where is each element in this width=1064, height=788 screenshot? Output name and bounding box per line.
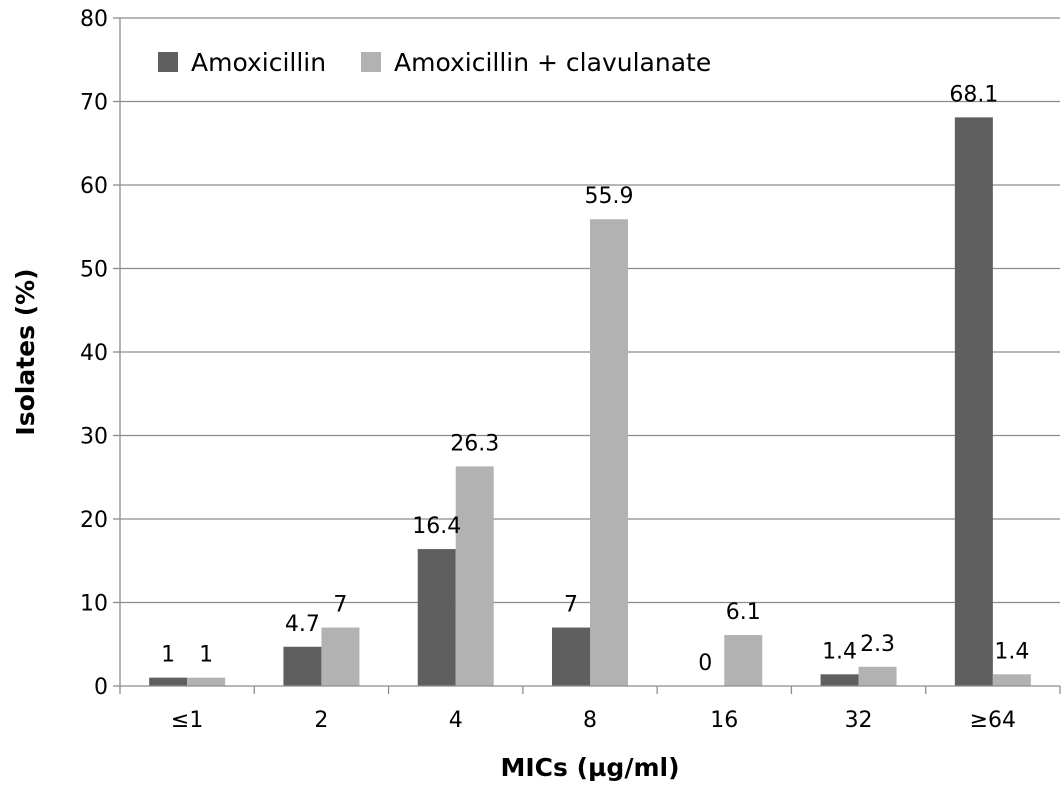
x-tick-label: 2: [314, 708, 328, 733]
bars: [149, 117, 1031, 687]
data-label: 0: [698, 651, 712, 676]
bar: [724, 635, 763, 686]
x-tick-label: ≤1: [171, 708, 203, 733]
bar: [321, 627, 360, 686]
legend-label: Amoxicillin + clavulanate: [394, 48, 711, 77]
legend-swatch: [361, 52, 381, 72]
bar: [187, 677, 226, 686]
bar: [552, 627, 590, 686]
data-label: 7: [564, 593, 578, 618]
bar: [417, 549, 456, 686]
data-label: 55.9: [585, 184, 634, 209]
y-tick-label: 30: [80, 425, 108, 450]
y-tick-label: 10: [80, 592, 108, 617]
x-tick-label: 32: [845, 708, 873, 733]
x-tick-label: 8: [583, 708, 597, 733]
y-tick-label: 0: [94, 675, 108, 700]
legend-swatch: [158, 52, 178, 72]
y-tick-label: 80: [80, 7, 108, 32]
data-label: 1.4: [822, 639, 857, 664]
y-axis-title: Isolates (%): [11, 268, 40, 435]
data-label: 7: [333, 593, 347, 618]
bar: [992, 674, 1031, 686]
bar: [954, 117, 993, 687]
legend-label: Amoxicillin: [191, 48, 326, 77]
x-tick-label: ≥64: [970, 708, 1016, 733]
y-tick-label: 20: [80, 508, 108, 533]
bar: [455, 466, 494, 686]
x-tick-label: 16: [710, 708, 738, 733]
bar: [820, 674, 859, 686]
y-tick-label: 40: [80, 341, 108, 366]
y-tick-label: 60: [80, 174, 108, 199]
legend: Amoxicillin Amoxicillin + clavulanate: [158, 48, 711, 77]
y-tick-label: 70: [80, 91, 108, 116]
x-tick-label: 4: [449, 708, 463, 733]
data-label: 1.4: [994, 639, 1029, 664]
bar: [858, 666, 897, 686]
bar: [283, 646, 322, 686]
data-label: 2.3: [860, 632, 895, 657]
x-tick-labels: ≤1 2 4 8 16 32 ≥64: [171, 708, 1016, 733]
y-tick-label: 50: [80, 258, 108, 283]
bar: [590, 219, 628, 687]
axes: [113, 17, 1061, 694]
data-label: 4.7: [285, 612, 320, 637]
bar: [149, 677, 188, 686]
x-axis-title: MICs (µg/ml): [500, 753, 679, 782]
data-label: 1: [199, 643, 213, 668]
data-label: 68.1: [949, 82, 998, 107]
data-label: 1: [161, 643, 175, 668]
data-label: 16.4: [412, 514, 461, 539]
y-tick-labels: 0 10 20 30 40 50 60 70 80: [80, 7, 108, 700]
data-label: 6.1: [726, 600, 761, 625]
data-label: 26.3: [450, 431, 499, 456]
